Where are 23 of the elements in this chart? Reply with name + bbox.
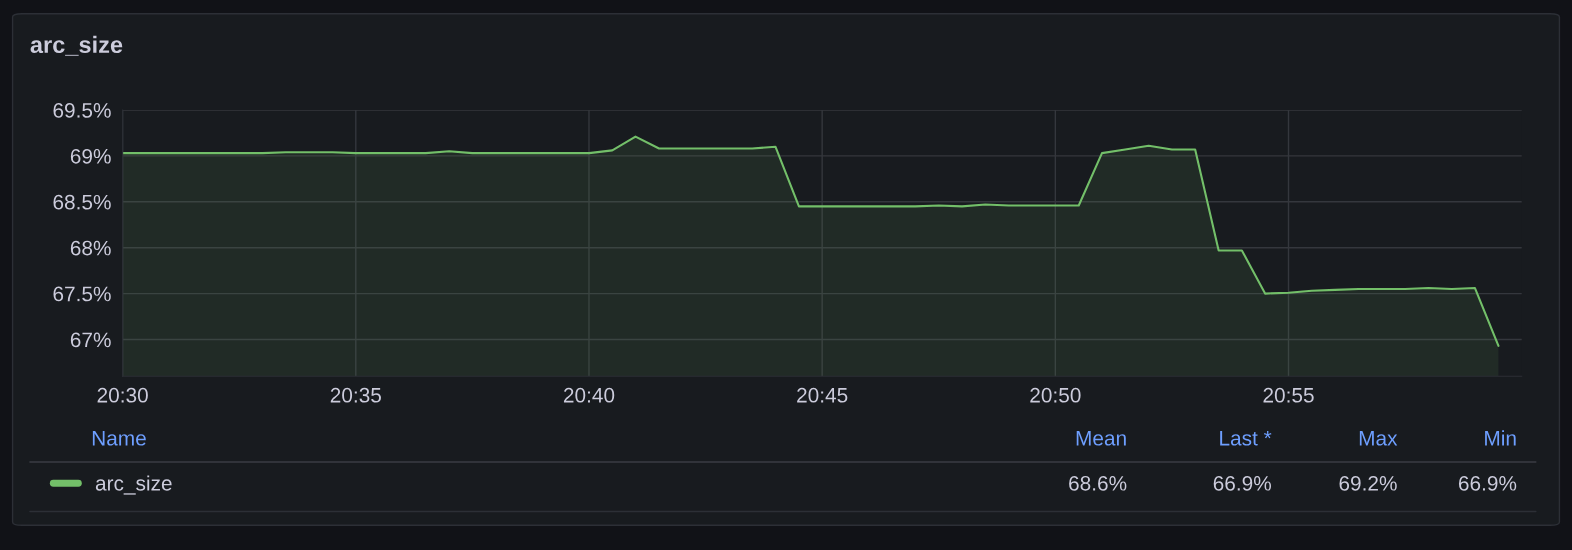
y-tick-label: 68.5% bbox=[53, 194, 111, 210]
chart-title: arc_size bbox=[30, 35, 123, 56]
y-tick-label: 67.5% bbox=[53, 286, 111, 302]
y-tick-label: 67% bbox=[70, 332, 111, 348]
x-tick-label: 20:50 bbox=[1030, 387, 1081, 403]
text: Min bbox=[1485, 430, 1516, 446]
text: 66.9% bbox=[1458, 475, 1517, 491]
text: 69.2% bbox=[1339, 475, 1397, 491]
y-tick-label: 69% bbox=[70, 148, 111, 164]
x-tick-label: 20:45 bbox=[797, 387, 848, 403]
text: 66.9% bbox=[1213, 475, 1272, 491]
text: Mean bbox=[1076, 431, 1126, 446]
text: 68.6% bbox=[1069, 475, 1127, 491]
x-tick-label: 20:55 bbox=[1263, 387, 1314, 403]
text: Last * bbox=[1220, 431, 1272, 446]
x-tick-label: 20:30 bbox=[97, 387, 148, 403]
y-tick-label: 69.5% bbox=[53, 103, 111, 118]
text: Name bbox=[92, 431, 146, 446]
x-tick-label: 20:35 bbox=[330, 387, 381, 403]
text: Max bbox=[1359, 431, 1398, 446]
y-tick-label: 68% bbox=[70, 240, 111, 256]
legend-label: arc_size bbox=[95, 475, 172, 495]
x-tick-label: 20:40 bbox=[563, 387, 615, 403]
